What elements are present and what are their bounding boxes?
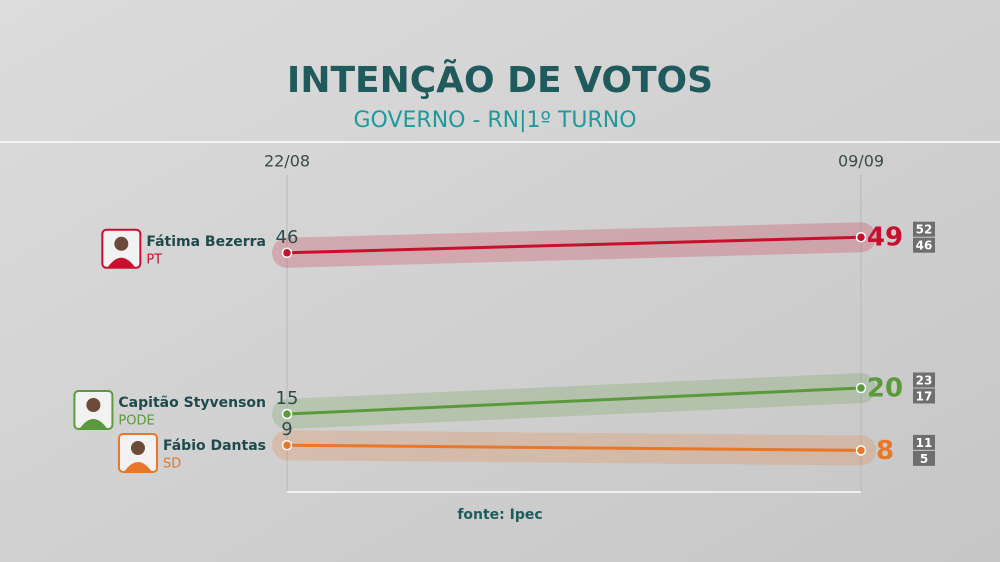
chart-title: INTENÇÃO DE VOTOS	[287, 59, 713, 101]
line	[286, 386, 862, 416]
party-label: SD	[163, 457, 181, 472]
point	[855, 445, 867, 456]
party-label: PODE	[118, 414, 154, 429]
interval-box	[913, 388, 935, 404]
point	[855, 231, 867, 243]
interval-box	[913, 237, 935, 253]
interval-label: 5	[920, 452, 928, 466]
photo-head	[114, 236, 129, 251]
interval-box	[913, 434, 935, 450]
photo-head	[86, 398, 101, 412]
chart-subtitle: GOVERNO - RN|1º TURNO	[353, 108, 636, 133]
point	[855, 382, 867, 394]
source: fonte: Ipec	[457, 507, 542, 523]
x-tick-label: 09/09	[838, 152, 884, 171]
photo-head	[130, 441, 145, 455]
candidate-name: Fátima Bezerra	[146, 234, 266, 250]
interval-box	[913, 372, 935, 388]
interval-label: 52	[916, 223, 933, 237]
start-value-label: 15	[276, 388, 299, 409]
interval-label: 23	[916, 374, 933, 388]
photo-body	[107, 257, 136, 268]
photo-body	[123, 462, 152, 472]
photo-body	[79, 419, 108, 429]
interval-box	[913, 221, 935, 237]
point	[281, 247, 293, 259]
point	[281, 408, 293, 420]
candidate-name: Fábio Dantas	[163, 438, 266, 454]
start-value-label: 9	[281, 419, 292, 440]
interval-label: 46	[916, 239, 933, 253]
interval-label: 17	[916, 390, 933, 404]
candidate-name: Capitão Styvenson	[118, 395, 266, 411]
point	[281, 439, 293, 451]
interval-label: 11	[916, 436, 933, 450]
end-value-label: 49	[867, 223, 903, 253]
interval-box	[913, 450, 935, 466]
party-label: PT	[146, 252, 162, 267]
x-tick-label: 22/08	[264, 152, 310, 171]
line	[286, 235, 862, 255]
start-value-label: 46	[276, 227, 299, 248]
line	[286, 443, 862, 452]
end-value-label: 8	[876, 436, 894, 466]
end-value-label: 20	[867, 374, 903, 404]
